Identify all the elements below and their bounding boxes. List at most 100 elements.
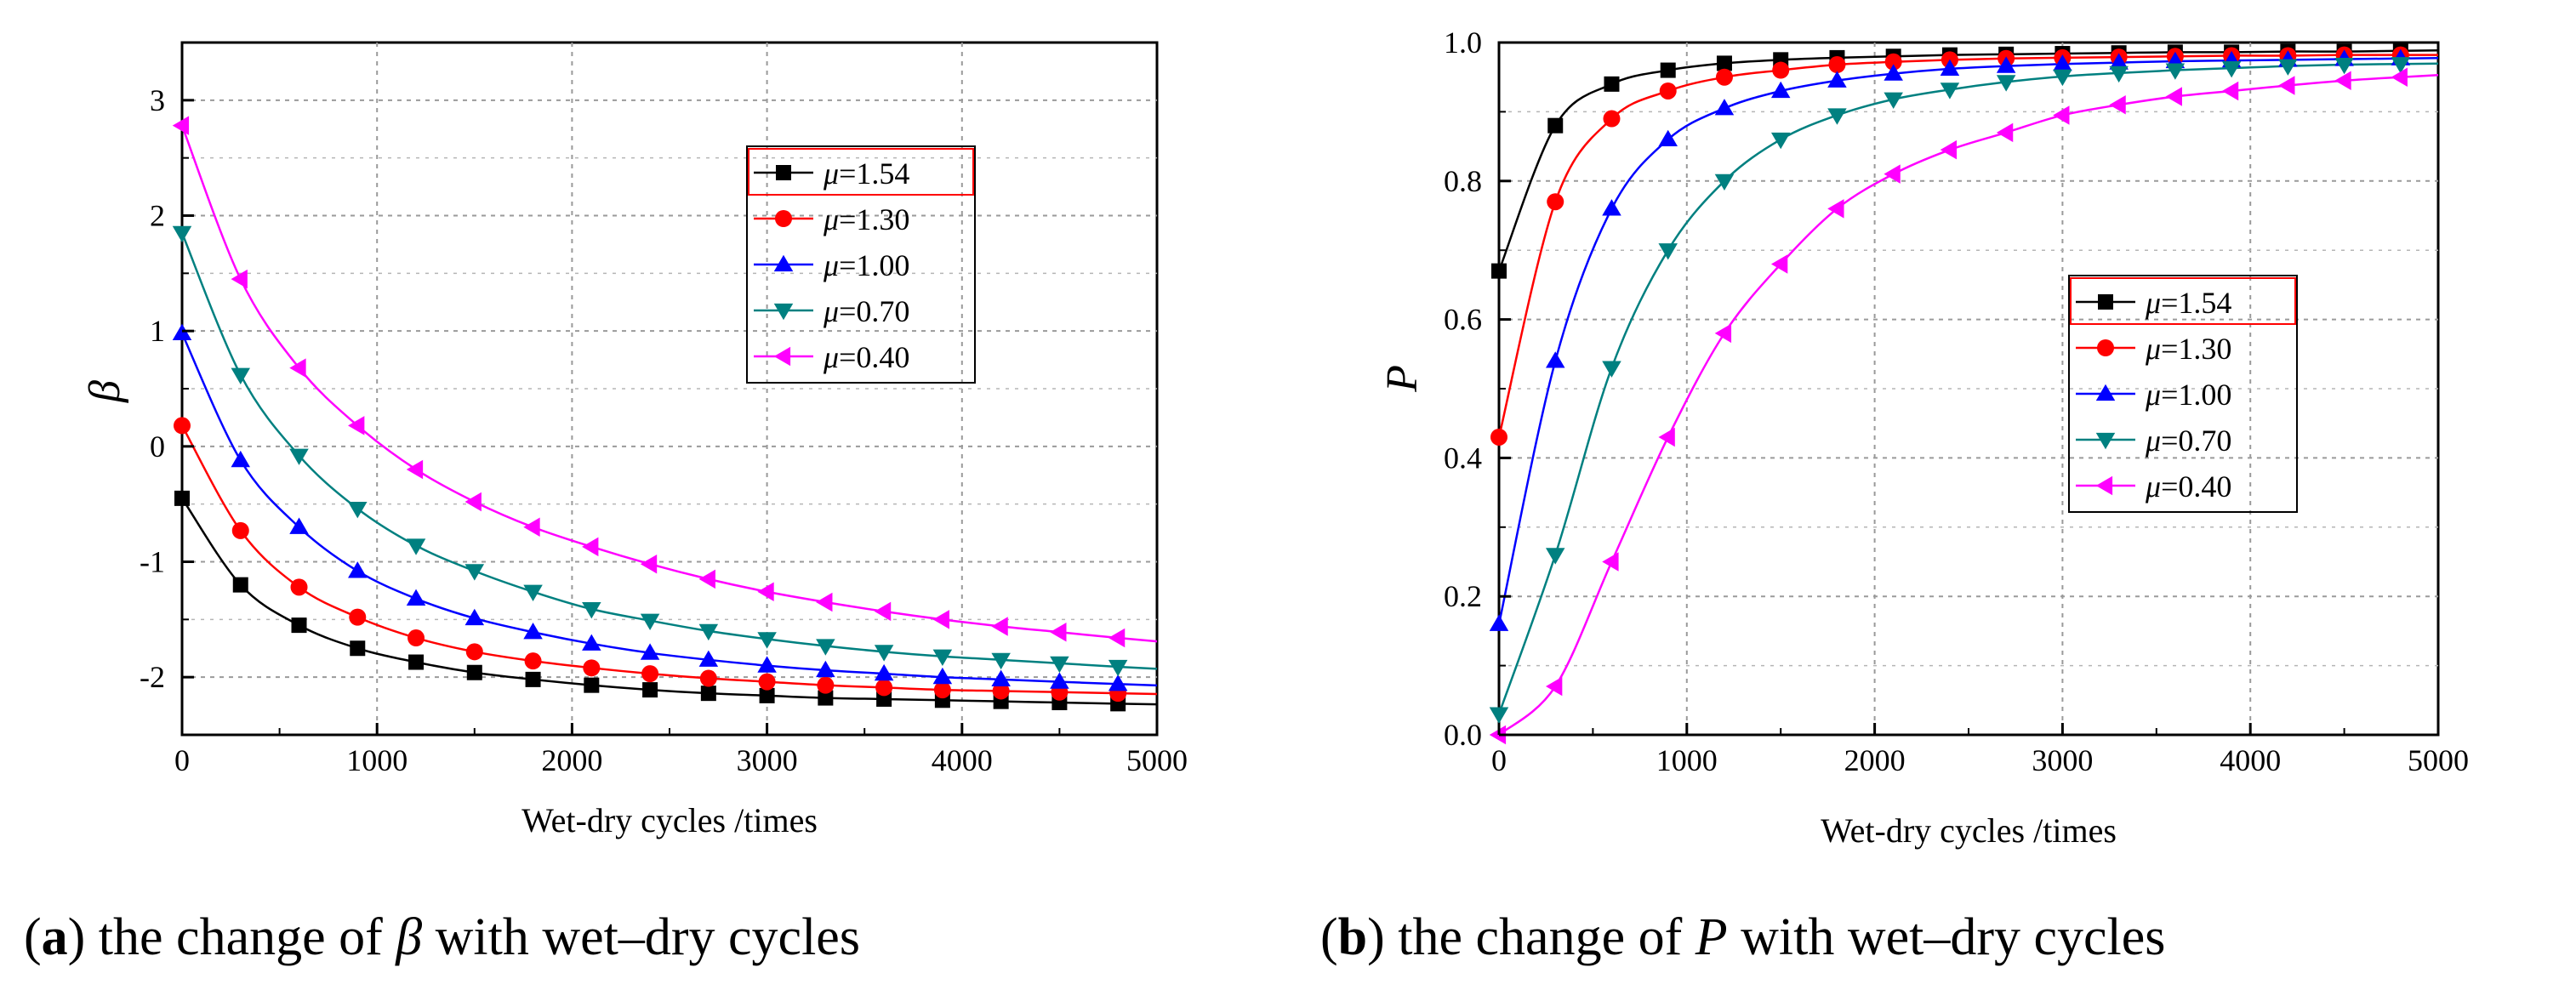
panel-a-chart: 0 1000 2000 3000 4000 5000 -2 -1 0 1 2 3 Wet-dry cy…: [81, 41, 1188, 839]
y-tick-label: 1: [150, 314, 165, 348]
legend-label: μ=0.70: [2145, 424, 2231, 458]
data-point: [1658, 427, 1675, 447]
data-point: [583, 659, 601, 677]
data-point: [231, 521, 249, 539]
legend-label-symbol: μ: [823, 202, 839, 236]
data-point: [582, 537, 599, 557]
panel-a-legend: μ=1.54μ=1.30μ=1.00μ=0.70μ=0.40: [746, 145, 976, 384]
x-tick-label: 0: [174, 743, 190, 777]
data-point: [1884, 53, 1902, 71]
data-point: [876, 691, 892, 707]
data-point: [1491, 263, 1507, 279]
data-point: [1108, 674, 1128, 691]
y-tick-label: 0.0: [1444, 718, 1482, 752]
data-point: [523, 517, 540, 538]
data-point: [232, 577, 248, 593]
data-point: [289, 358, 306, 378]
panel-b-x-axis-label: Wet-dry cycles /times: [1821, 811, 2117, 850]
data-point: [464, 564, 485, 581]
data-point: [1108, 628, 1126, 648]
legend-label-symbol: μ: [2145, 469, 2161, 504]
data-point: [640, 613, 660, 630]
data-point: [289, 448, 309, 465]
data-point: [525, 671, 541, 687]
data-point: [2053, 54, 2072, 71]
data-point: [874, 663, 894, 681]
data-point: [1545, 548, 1565, 565]
data-point: [1716, 55, 1732, 71]
data-point: [231, 269, 248, 289]
data-point: [816, 592, 833, 612]
legend-label: μ=1.54: [2145, 286, 2231, 320]
data-point: [582, 634, 601, 651]
data-point: [2334, 71, 2351, 91]
data-point: [1545, 351, 1565, 368]
data-point: [1050, 623, 1067, 642]
data-point: [524, 652, 542, 670]
data-point: [523, 584, 543, 602]
data-point: [698, 650, 719, 667]
data-point: [1884, 92, 1903, 109]
data-point: [2109, 65, 2129, 83]
series-line-mu-0.40: [180, 125, 1158, 643]
caption-b: (b) the change of P with wet–dry cycles: [1320, 908, 2165, 966]
data-point: [1603, 110, 1621, 128]
data-point: [1770, 132, 1791, 150]
data-point: [2221, 81, 2239, 101]
legend-box: [2068, 275, 2298, 513]
data-point: [1940, 59, 1960, 77]
data-point: [523, 623, 543, 640]
data-point: [406, 459, 424, 480]
data-point: [1489, 614, 1509, 631]
panel-b-ticks: 0 1000 2000 3000 4000 5000 0.0 0.2 0.4 0.6 0.8 1.0: [1444, 26, 2469, 777]
caption-b-letter: b: [1338, 908, 1367, 966]
data-point: [1602, 552, 1619, 572]
caption-a-prefix: (: [24, 908, 42, 966]
data-point: [640, 554, 658, 574]
panel-a-markers: [172, 116, 1128, 712]
data-point: [2391, 57, 2411, 74]
legend-label-symbol: μ: [823, 156, 839, 191]
caption-a: (a) the change of β with wet–dry cycles: [24, 908, 860, 966]
legend-selected-row: [2070, 277, 2296, 325]
x-tick-label: 4000: [932, 743, 993, 777]
data-point: [1489, 725, 1507, 745]
data-point: [640, 643, 660, 660]
data-point: [1490, 428, 1507, 446]
data-point: [874, 601, 892, 622]
data-point: [1827, 71, 1847, 88]
series-line-mu-1.30: [180, 424, 1158, 696]
data-point: [174, 490, 190, 506]
data-point: [1940, 139, 1958, 160]
data-point: [992, 682, 1010, 700]
data-point: [642, 682, 658, 698]
y-tick-label: 0.2: [1444, 579, 1482, 613]
series-line-mu-1.00: [180, 333, 1158, 687]
data-point: [757, 582, 774, 602]
data-point: [1996, 75, 2016, 92]
y-tick-label: 0.8: [1444, 164, 1482, 198]
legend-marker: [773, 346, 791, 367]
data-point: [698, 569, 715, 589]
data-point: [816, 660, 835, 678]
legend-marker: [775, 210, 792, 227]
legend-label-value: =0.70: [839, 294, 909, 328]
x-tick-label: 5000: [2408, 743, 2469, 777]
data-point: [1660, 62, 1676, 78]
data-point: [1602, 361, 1621, 378]
data-point: [699, 669, 717, 687]
panel-a-ticks: 0 1000 2000 3000 4000 5000 -2 -1 0 1 2 3: [140, 83, 1188, 777]
y-tick-label: 3: [150, 83, 165, 117]
data-point: [991, 669, 1011, 686]
legend-label-symbol: μ: [823, 248, 839, 282]
data-point: [2221, 61, 2242, 78]
data-point: [1770, 81, 1791, 99]
panel-b-legend: μ=1.54μ=1.30μ=1.00μ=0.70μ=0.40: [2068, 275, 2298, 513]
data-point: [1658, 243, 1678, 260]
data-point: [816, 639, 835, 656]
data-point: [1547, 117, 1564, 134]
legend-label-symbol: μ: [2145, 424, 2161, 458]
legend-label-value: =1.54: [2161, 286, 2231, 320]
y-tick-label: 2: [150, 199, 165, 233]
data-point: [289, 517, 309, 534]
